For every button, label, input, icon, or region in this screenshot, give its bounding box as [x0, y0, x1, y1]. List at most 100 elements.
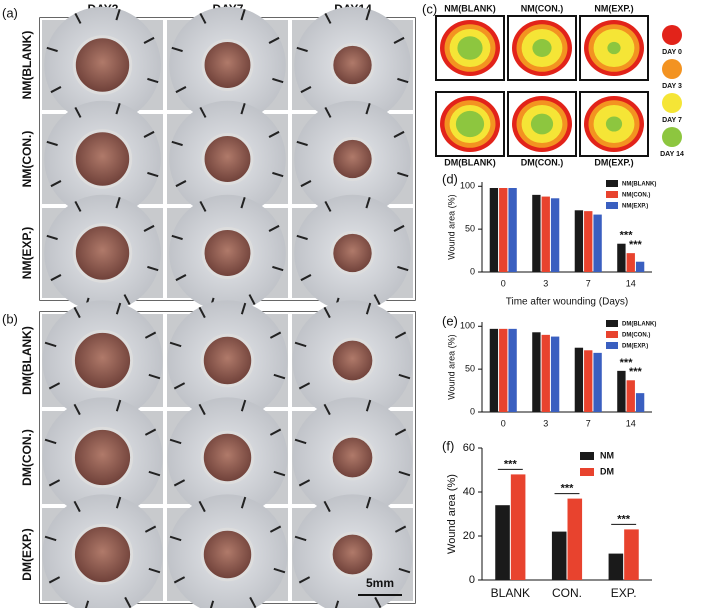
suture — [198, 306, 206, 319]
y-tick-label: 100 — [460, 321, 475, 331]
x-tick-label: 7 — [586, 418, 591, 428]
legend-swatch — [662, 25, 682, 45]
suture — [272, 77, 284, 84]
suture — [73, 403, 81, 416]
suture — [50, 86, 62, 94]
trace-label: NM(CON.) — [521, 3, 564, 13]
legend-label: NM — [600, 450, 614, 460]
legend-swatch — [662, 59, 682, 79]
suture — [143, 224, 155, 232]
suture — [294, 535, 307, 542]
row-label: NM(CON.) — [20, 131, 34, 188]
y-tick-label: 20 — [463, 530, 475, 542]
suture — [173, 479, 186, 487]
x-tick-label: BLANK — [491, 586, 530, 600]
suture — [50, 180, 62, 188]
wound — [329, 434, 376, 481]
significance: *** — [620, 357, 634, 369]
suture — [123, 294, 131, 306]
legend-label: DAY 14 — [660, 151, 684, 158]
wound — [330, 136, 375, 182]
bar — [574, 347, 584, 412]
legend-swatch — [662, 127, 682, 147]
panel-label: (f) — [442, 438, 454, 453]
wound — [71, 426, 134, 489]
suture — [199, 12, 207, 24]
suture — [397, 77, 409, 84]
wound — [72, 35, 133, 95]
bar — [617, 370, 626, 412]
suture — [115, 302, 122, 315]
suture — [298, 479, 311, 487]
suture — [169, 341, 182, 348]
wound-trace — [455, 110, 485, 138]
suture — [73, 306, 81, 319]
bar — [499, 328, 508, 412]
wound — [329, 337, 376, 384]
wound — [201, 133, 254, 185]
y-tick-label: 50 — [465, 364, 475, 374]
suture — [365, 302, 372, 315]
suture — [46, 140, 58, 147]
wound — [200, 333, 255, 388]
suture — [394, 331, 407, 339]
bar — [541, 196, 550, 272]
suture — [273, 373, 286, 380]
suture — [324, 200, 332, 212]
suture — [374, 596, 382, 608]
bar — [593, 214, 602, 272]
suture — [199, 200, 207, 212]
bar — [489, 328, 499, 412]
suture — [169, 535, 182, 542]
bar — [550, 198, 560, 272]
suture — [300, 180, 312, 188]
legend-swatch — [580, 452, 594, 460]
suture — [46, 234, 58, 241]
y-tick-label: 60 — [463, 442, 475, 454]
suture — [74, 12, 82, 24]
suture — [143, 36, 155, 44]
suture — [393, 224, 405, 232]
significance: *** — [629, 366, 643, 378]
bar — [489, 188, 499, 272]
suture — [115, 399, 122, 412]
suture — [298, 576, 311, 584]
suture — [365, 496, 372, 509]
suture — [323, 403, 331, 416]
bar — [499, 188, 508, 272]
bar — [510, 474, 526, 580]
legend-label: DAY 0 — [662, 49, 682, 56]
y-tick-label: 40 — [463, 486, 475, 498]
suture — [147, 171, 159, 178]
wound — [200, 527, 255, 582]
suture — [334, 600, 340, 608]
suture — [199, 106, 207, 118]
y-axis-label: Wound area (%) — [446, 194, 456, 259]
suture — [365, 197, 371, 209]
significance: *** — [620, 230, 634, 242]
suture — [169, 438, 182, 445]
suture — [171, 234, 183, 241]
x-tick-label: 7 — [586, 278, 591, 288]
wound — [201, 39, 254, 91]
bar — [567, 498, 583, 580]
suture — [273, 470, 286, 477]
significance: *** — [504, 458, 518, 470]
suture — [300, 274, 312, 282]
suture — [323, 306, 331, 319]
suture — [324, 12, 332, 24]
bar — [584, 211, 593, 272]
suture — [48, 576, 61, 584]
suture — [393, 130, 405, 138]
wound — [200, 430, 255, 485]
significance: *** — [617, 513, 631, 525]
legend-swatch — [606, 202, 618, 209]
suture — [365, 399, 372, 412]
wound-trace — [605, 116, 623, 132]
suture — [273, 567, 286, 574]
suture — [249, 596, 257, 608]
suture — [397, 265, 409, 272]
suture — [171, 46, 183, 53]
suture — [44, 341, 57, 348]
bar — [617, 243, 626, 272]
